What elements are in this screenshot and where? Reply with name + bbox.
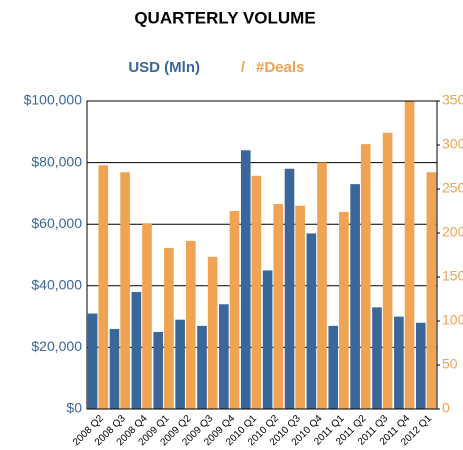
y2-tick-label: 100 [442,312,463,328]
legend-separator: / [241,59,246,76]
y-tick-label: $60,000 [31,215,82,231]
bar [175,319,185,409]
y-tick-label: $100,000 [24,92,83,108]
bar [185,240,196,409]
bar [240,150,251,409]
bar [262,270,273,409]
chart-title: QUARTERLY VOLUME [134,8,315,27]
bar [251,175,262,409]
legend-entry: #Deals [256,59,304,76]
bar [98,165,109,409]
bar [426,172,437,409]
y2-tick-label: 200 [442,224,463,240]
bar [131,291,142,409]
bar [142,223,152,409]
bar [372,307,382,409]
bar [229,211,240,409]
legend-entry: USD (Mln) [128,59,200,76]
bar [382,132,393,409]
y2-tick-label: 350 [442,92,463,108]
bar [207,256,218,409]
bar [404,101,415,409]
bar [109,328,120,409]
bar [328,325,339,409]
bar [317,162,327,409]
bar [350,184,360,409]
y2-tick-label: 250 [442,180,463,196]
bar [164,247,174,409]
bar [306,233,317,409]
bar [284,168,295,409]
bar [153,332,164,409]
bar [360,144,371,409]
plot-frame [86,100,438,410]
y2-tick-label: 0 [442,400,450,416]
bar [295,205,305,409]
bar [394,316,404,409]
y2-tick-label: 300 [442,136,463,152]
bar [87,313,98,409]
bar [219,304,229,409]
bar [415,322,426,409]
y2-tick-label: 150 [442,268,463,284]
bar [339,211,349,409]
y-tick-label: $20,000 [31,338,82,354]
y2-tick-label: 50 [442,356,458,372]
bar [197,325,207,409]
bar [273,203,284,409]
y-tick-label: $0 [66,400,82,416]
y-tick-label: $80,000 [31,153,82,169]
bar [120,172,130,409]
y-tick-label: $40,000 [31,277,82,293]
